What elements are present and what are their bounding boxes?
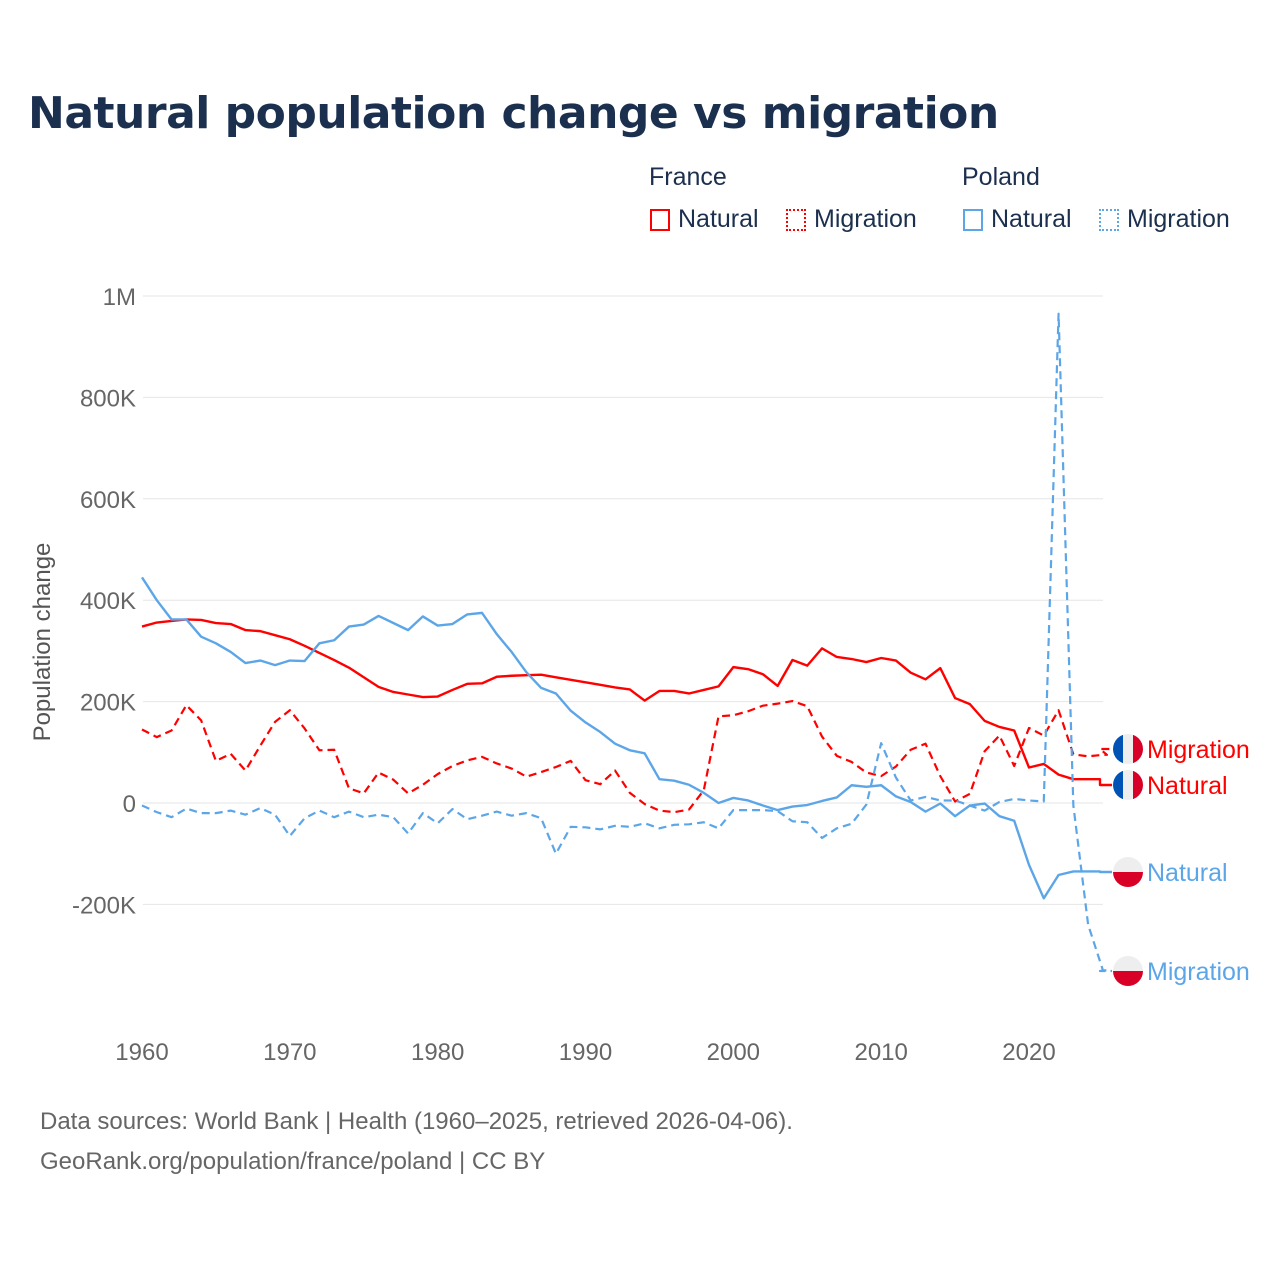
y-tick-label: 0 xyxy=(123,791,136,818)
legend-label: Migration xyxy=(1127,205,1230,233)
x-tick-label: 2000 xyxy=(707,1039,760,1066)
x-tick-label: 1970 xyxy=(263,1039,316,1066)
series-line-france-natural xyxy=(141,618,1112,787)
footer-link[interactable]: GeoRank.org/population/france/poland | C… xyxy=(40,1148,546,1175)
x-tick-label: 1980 xyxy=(411,1039,464,1066)
x-tick-label: 2010 xyxy=(854,1039,907,1066)
solid-swatch-icon xyxy=(963,208,983,231)
france-flag-icon xyxy=(1113,770,1143,800)
legend-france-migration[interactable]: Migration xyxy=(786,205,917,234)
solid-swatch-icon xyxy=(650,208,670,231)
legend-poland-migration[interactable]: Migration xyxy=(1099,205,1230,234)
y-tick-label: -200K xyxy=(72,892,136,919)
dotted-swatch-icon xyxy=(1099,208,1119,231)
legend-label: Natural xyxy=(991,205,1072,233)
poland-flag-icon xyxy=(1113,956,1143,986)
y-axis-label: Population change xyxy=(29,543,56,742)
y-tick-label: 200K xyxy=(80,690,136,717)
series-line-poland-natural xyxy=(140,576,1112,900)
dotted-swatch-icon xyxy=(786,208,806,231)
x-tick-label: 1990 xyxy=(559,1039,612,1066)
y-tick-label: 1M xyxy=(103,284,136,311)
legend-label: Migration xyxy=(814,205,917,233)
series-line-france-migration xyxy=(141,699,1112,814)
series-end-label: Migration xyxy=(1147,736,1250,764)
legend-group-poland: Poland xyxy=(962,163,1040,191)
france-flag-icon xyxy=(1113,734,1143,764)
poland-flag-icon xyxy=(1113,857,1143,887)
y-tick-label: 600K xyxy=(80,487,136,514)
legend-france-natural[interactable]: Natural xyxy=(650,205,759,234)
x-tick-label: 1960 xyxy=(115,1039,168,1066)
series-line-poland-migration xyxy=(141,312,1112,973)
chart-title: Natural population change vs migration xyxy=(28,88,999,139)
legend-group-france: France xyxy=(649,163,727,191)
series-end-label: Natural xyxy=(1147,772,1228,800)
series-end-label: Natural xyxy=(1147,859,1228,887)
y-tick-label: 400K xyxy=(80,588,136,615)
x-tick-label: 2020 xyxy=(1002,1039,1055,1066)
footer-sources: Data sources: World Bank | Health (1960–… xyxy=(40,1108,793,1135)
y-tick-label: 800K xyxy=(80,385,136,412)
legend-label: Natural xyxy=(678,205,759,233)
legend-poland-natural[interactable]: Natural xyxy=(963,205,1072,234)
series-end-label: Migration xyxy=(1147,958,1250,986)
